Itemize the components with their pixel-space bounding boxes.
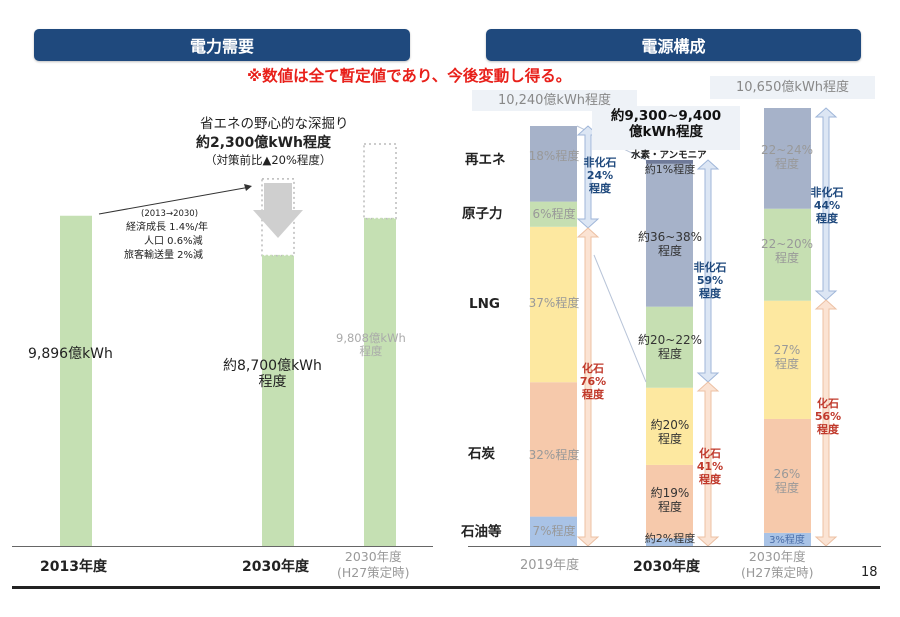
- mix-category-2019: 2019年度: [520, 558, 580, 573]
- assumption-transport: 旅客輸送量 2%減: [124, 250, 204, 261]
- assumption-growth: 経済成長 1.4%/年: [126, 222, 208, 233]
- label-2030-renewable: 約36~38% 程度: [638, 230, 702, 259]
- legend-oil: 石油等: [461, 524, 502, 540]
- fossil-share-h27: 化石 56% 程度: [814, 397, 842, 437]
- label-2030-oil: 約2%程度: [644, 532, 696, 545]
- total-2030: 約9,300~9,400 億kWh程度: [592, 106, 740, 150]
- pre-measure-outline-2: [363, 143, 397, 220]
- label-2019-lng: 37%程度: [528, 296, 580, 310]
- assumptions-period: (2013→2030): [141, 209, 199, 219]
- label-2030-coal: 約19% 程度: [650, 486, 690, 515]
- growth-arrowhead-icon: [244, 184, 252, 191]
- total-2030-h27: 10,650億kWh程度: [710, 76, 875, 99]
- demand-bar-1: [262, 255, 294, 546]
- power-mix-banner: 電源構成: [486, 29, 861, 61]
- demand-bar-2: [364, 218, 396, 546]
- demand-label-2030: 約8,700億kWh 程度: [223, 358, 322, 391]
- mix-segment-1-2: [646, 387, 693, 465]
- total-2019: 10,240億kWh程度: [472, 90, 637, 111]
- mix-x-axis: [468, 546, 881, 547]
- fossil-share-2019: 化石 76% 程度: [579, 362, 607, 402]
- mix-segment-0-2: [530, 226, 577, 383]
- label-h27-nuclear: 22~20% 程度: [761, 237, 813, 266]
- mix-segment-2-0: [764, 532, 811, 546]
- connector-bottom: [593, 254, 647, 383]
- mix-segment-2-4: [764, 108, 811, 209]
- label-2019-coal: 32%程度: [528, 448, 580, 462]
- demand-bar-0: [60, 215, 92, 547]
- mix-segment-0-3: [530, 201, 577, 227]
- savings-ratio: （対策前比▲20%程度）: [205, 153, 332, 167]
- label-h27-lng: 27% 程度: [773, 343, 801, 372]
- non-fossil-share-2030: 非化石 59% 程度: [693, 261, 727, 301]
- label-2019-renewable: 18%程度: [528, 149, 580, 163]
- savings-title: 省エネの野心的な深掘り: [200, 116, 349, 132]
- non-fossil-share-h27: 非化石 44% 程度: [810, 186, 844, 226]
- mix-segment-1-4: [646, 163, 693, 307]
- footer-rule: [12, 586, 880, 589]
- non-fossil-share-2019: 非化石 24% 程度: [583, 156, 617, 196]
- label-2019-nuclear: 6%程度: [532, 207, 576, 221]
- mix-segment-2-3: [764, 208, 811, 301]
- assumption-population: 人口 0.6%減: [144, 236, 203, 247]
- label-2030-lng: 約20% 程度: [650, 418, 690, 447]
- demand-label-2013: 9,896億kWh: [28, 346, 113, 362]
- provisional-notice: ※数値は全て暫定値であり、今後変動し得る。: [247, 67, 572, 85]
- page-number: 18: [861, 565, 878, 580]
- label-h27-coal: 26% 程度: [773, 467, 801, 496]
- label-2030-hydrogen: 約1%程度: [644, 163, 696, 176]
- mix-segment-2-2: [764, 300, 811, 419]
- demand-x-axis: [12, 546, 433, 547]
- mix-segment-0-1: [530, 382, 577, 517]
- label-2030-nuclear: 約20~22% 程度: [638, 333, 702, 362]
- mix-segment-1-3: [646, 306, 693, 388]
- mix-segment-1-1: [646, 464, 693, 539]
- mix-segment-0-4: [530, 126, 577, 202]
- label-h27-renewable: 22~24% 程度: [761, 143, 813, 172]
- demand-label-2030-h27: 9,808億kWh 程度: [336, 331, 406, 359]
- savings-value: 約2,300億kWh程度: [196, 135, 332, 151]
- reduction-arrow-icon: [253, 183, 303, 238]
- growth-arrow-line: [98, 186, 251, 215]
- label-2019-oil: 7%程度: [532, 524, 576, 538]
- mix-segment-1-0: [646, 538, 693, 546]
- electricity-demand-title: 電力需要: [189, 37, 254, 56]
- demand-category-2013: 2013年度: [40, 559, 107, 575]
- mix-category-2030: 2030年度: [633, 559, 700, 575]
- legend-coal: 石炭: [468, 446, 495, 462]
- mix-segment-2-1: [764, 418, 811, 533]
- legend-lng: LNG: [469, 296, 500, 312]
- power-mix-title: 電源構成: [641, 37, 706, 56]
- hydrogen-ammonia-label: 水素・アンモニア: [631, 150, 707, 161]
- label-h27-oil: 3%程度: [769, 535, 805, 546]
- mix-segment-0-0: [530, 516, 577, 546]
- legend-renewable: 再エネ: [465, 152, 506, 168]
- demand-category-2030-h27: 2030年度 (H27策定時): [337, 549, 410, 580]
- demand-category-2030: 2030年度: [242, 559, 309, 575]
- mix-segment-1-5: [646, 160, 693, 164]
- mix-category-2030-h27: 2030年度 (H27策定時): [741, 549, 814, 580]
- legend-nuclear: 原子力: [462, 206, 503, 222]
- fossil-share-2030: 化石 41% 程度: [696, 447, 724, 487]
- electricity-demand-banner: 電力需要: [34, 29, 410, 61]
